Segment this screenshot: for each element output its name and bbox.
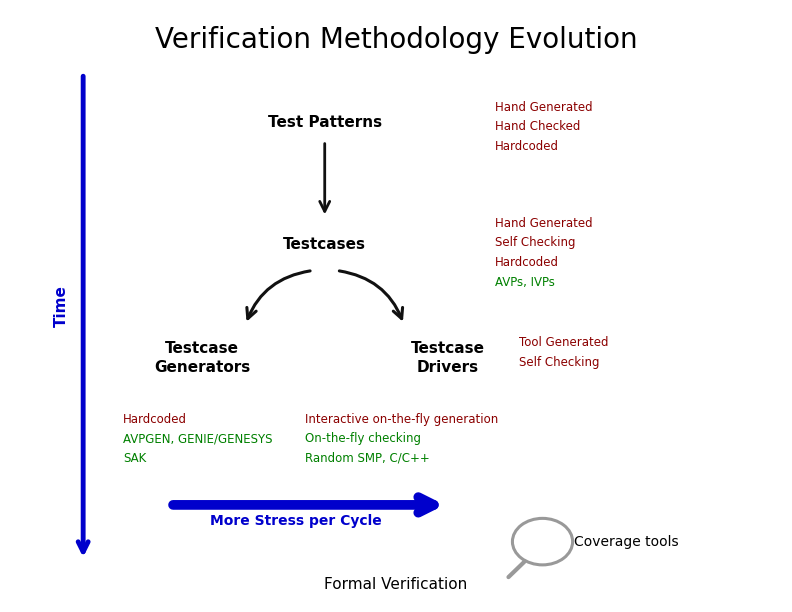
Text: AVPGEN, GENIE/GENESYS: AVPGEN, GENIE/GENESYS (123, 432, 272, 446)
Text: Hand Generated: Hand Generated (495, 100, 592, 114)
Text: AVPs, IVPs: AVPs, IVPs (495, 275, 555, 289)
Text: Self Checking: Self Checking (519, 356, 600, 369)
Text: Interactive on-the-fly generation: Interactive on-the-fly generation (305, 412, 498, 426)
Text: SAK: SAK (123, 452, 146, 465)
Text: Hand Generated: Hand Generated (495, 217, 592, 230)
Text: Hardcoded: Hardcoded (495, 256, 559, 269)
Text: On-the-fly checking: On-the-fly checking (305, 432, 421, 446)
Text: Verification Methodology Evolution: Verification Methodology Evolution (154, 26, 638, 54)
Text: More Stress per Cycle: More Stress per Cycle (210, 515, 382, 528)
Text: Hardcoded: Hardcoded (495, 140, 559, 153)
Text: Test Patterns: Test Patterns (268, 115, 382, 130)
Text: Coverage tools: Coverage tools (574, 535, 679, 548)
Text: Tool Generated: Tool Generated (519, 336, 608, 349)
Text: Time: Time (55, 285, 69, 327)
Text: Hand Checked: Hand Checked (495, 120, 581, 133)
Text: Self Checking: Self Checking (495, 236, 576, 250)
Text: Testcases: Testcases (284, 237, 366, 252)
Text: Testcase
Drivers: Testcase Drivers (410, 341, 485, 375)
Text: Hardcoded: Hardcoded (123, 412, 187, 426)
Text: Random SMP, C/C++: Random SMP, C/C++ (305, 452, 430, 465)
Text: Testcase
Generators: Testcase Generators (154, 341, 250, 375)
Text: Formal Verification: Formal Verification (325, 577, 467, 592)
